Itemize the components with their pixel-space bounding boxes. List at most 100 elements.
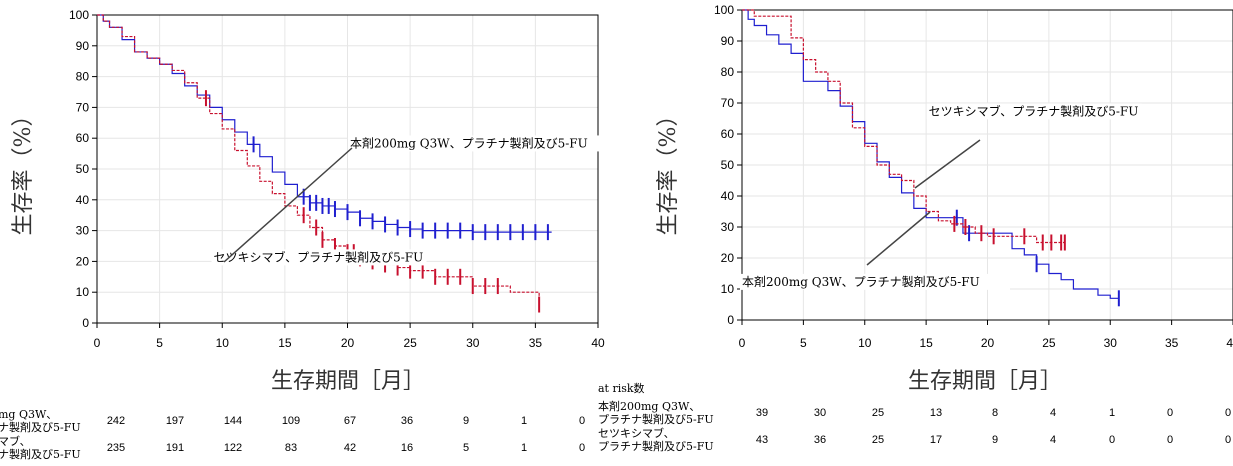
at-risk-value: 109 (282, 415, 300, 427)
x-tick-label: 40 (1226, 336, 1233, 350)
at-risk-value: 8 (992, 407, 998, 419)
annotation-label: セツキシマブ、プラチナ製剤及び5-FU (929, 103, 1139, 118)
at-risk-value: 39 (756, 407, 768, 419)
y-axis-title: 生存率（%） (11, 105, 36, 236)
at-risk-value: 36 (814, 434, 826, 446)
annotation-pointer (223, 147, 353, 263)
at-risk-value: 83 (285, 442, 297, 454)
at-risk-value: 9 (992, 434, 998, 446)
annotation-bg (348, 135, 619, 152)
annotation-pointer (914, 139, 981, 189)
x-tick-label: 15 (919, 336, 933, 350)
annotation-pointer (866, 211, 931, 266)
at-risk-value: 13 (930, 407, 942, 419)
y-tick-label: 90 (721, 34, 735, 48)
x-tick-label: 40 (591, 336, 605, 350)
y-tick-label: 20 (76, 254, 90, 268)
annotation-label: セツキシマブ、プラチナ製剤及び5-FU (213, 249, 423, 264)
at-risk-value: 191 (166, 442, 184, 454)
at-risk-value: 4 (1050, 407, 1056, 419)
at-risk-value: 30 (814, 407, 826, 419)
at-risk-row-label: ナ製剤及び5-FU (0, 420, 81, 434)
y-tick-label: 20 (721, 251, 735, 265)
at-risk-row-label: プラチナ製剤及び5-FU (598, 412, 714, 426)
at-risk-value: 0 (1225, 434, 1231, 446)
at-risk-value: 1 (521, 442, 527, 454)
annotation-bg (740, 273, 1010, 290)
x-tick-label: 5 (156, 336, 163, 350)
y-tick-label: 90 (76, 39, 90, 53)
at-risk-value: 42 (344, 442, 356, 454)
at-risk-value: 235 (107, 442, 125, 454)
km-curve-series-2 (97, 14, 540, 305)
y-tick-label: 0 (727, 313, 734, 327)
at-risk-row-label: プラチナ製剤及び5-FU (598, 439, 714, 453)
annotation-bg (211, 249, 427, 266)
at-risk-value: 122 (224, 442, 242, 454)
km-curve-series-2 (742, 9, 1065, 244)
annotation-label: 本剤200mg Q3W、プラチナ製剤及び5-FU (742, 274, 980, 289)
x-tick-label: 25 (1042, 336, 1056, 350)
annotation-label: 本剤200mg Q3W、プラチナ製剤及び5-FU (350, 135, 588, 150)
x-tick-label: 25 (403, 336, 417, 350)
y-tick-label: 30 (721, 220, 735, 234)
x-tick-label: 15 (278, 336, 292, 350)
at-risk-value: 144 (224, 415, 242, 427)
x-tick-label: 30 (466, 336, 480, 350)
y-tick-label: 40 (76, 193, 90, 207)
y-tick-label: 0 (82, 316, 89, 330)
at-risk-value: 0 (579, 442, 585, 454)
y-tick-label: 60 (76, 131, 90, 145)
y-tick-label: 30 (76, 224, 90, 238)
at-risk-value: 0 (1167, 407, 1173, 419)
y-tick-label: 10 (721, 282, 735, 296)
x-tick-label: 30 (1104, 336, 1118, 350)
y-tick-label: 70 (721, 96, 735, 110)
at-risk-value: 9 (463, 415, 469, 427)
x-axis-title: 生存期間［月］ (908, 369, 1062, 394)
km-curve-series-1 (742, 9, 1119, 299)
at-risk-value: 0 (1225, 407, 1231, 419)
x-axis-title: 生存期間［月］ (271, 369, 425, 394)
at-risk-value: 4 (1050, 434, 1056, 446)
at-risk-value: 25 (872, 434, 884, 446)
x-tick-label: 0 (94, 336, 101, 350)
x-tick-label: 35 (529, 336, 543, 350)
x-tick-label: 35 (1165, 336, 1179, 350)
y-tick-label: 50 (721, 158, 735, 172)
at-risk-value: 0 (1167, 434, 1173, 446)
at-risk-value: 197 (166, 415, 184, 427)
x-tick-label: 20 (981, 336, 995, 350)
km-panel-2: 01020304050607080901000510152025303540生存… (598, 3, 1233, 453)
at-risk-value: 25 (872, 407, 884, 419)
y-tick-label: 40 (721, 189, 735, 203)
y-tick-label: 50 (76, 162, 90, 176)
at-risk-value: 1 (521, 415, 527, 427)
at-risk-value: 242 (107, 415, 125, 427)
at-risk-value: 0 (1109, 434, 1115, 446)
annotation-bg (926, 103, 1142, 120)
x-tick-label: 10 (858, 336, 872, 350)
y-tick-label: 60 (721, 127, 735, 141)
at-risk-row-label: セツキシマブ、 (598, 426, 675, 440)
at-risk-row-label: mg Q3W、 (0, 408, 57, 421)
at-risk-value: 43 (756, 434, 768, 446)
at-risk-value: 67 (344, 415, 356, 427)
at-risk-value: 0 (579, 415, 585, 427)
y-tick-label: 10 (76, 285, 90, 299)
y-axis-title: 生存率（%） (656, 105, 681, 236)
y-tick-label: 80 (721, 65, 735, 79)
at-risk-value: 16 (401, 442, 413, 454)
at-risk-row-label: 本剤200mg Q3W、 (598, 399, 700, 413)
at-risk-value: 1 (1109, 407, 1115, 419)
x-tick-label: 5 (800, 336, 807, 350)
at-risk-value: 5 (463, 442, 469, 454)
x-tick-label: 0 (739, 336, 746, 350)
y-tick-label: 100 (69, 8, 89, 22)
x-tick-label: 20 (341, 336, 355, 350)
y-tick-label: 70 (76, 100, 90, 114)
at-risk-value: 36 (401, 415, 413, 427)
y-tick-label: 100 (714, 3, 734, 17)
